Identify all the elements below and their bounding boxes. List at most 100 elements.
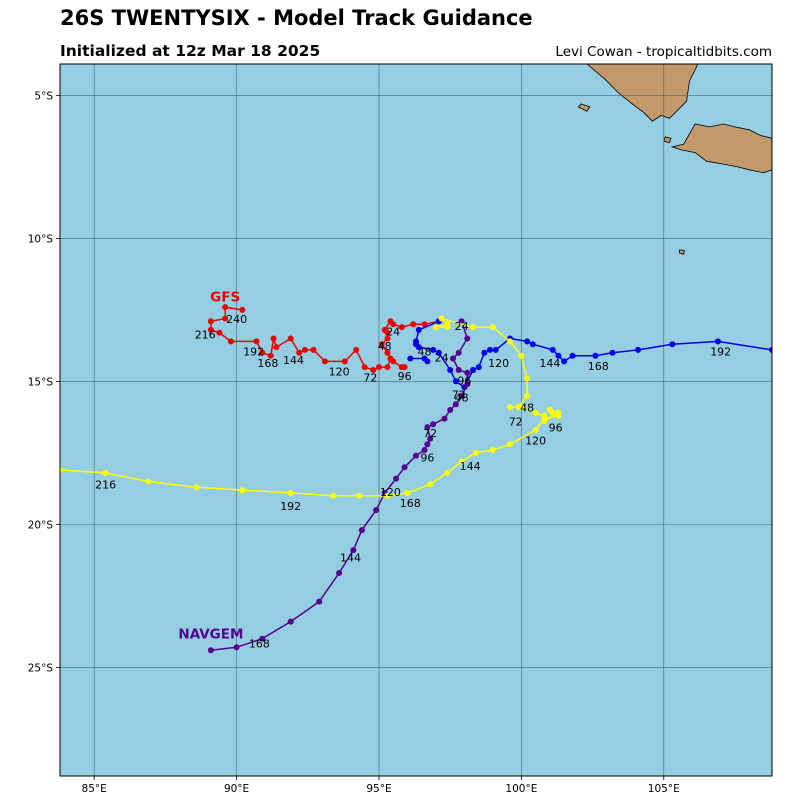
track-point [393, 475, 400, 482]
hour-label: 72 [509, 416, 523, 429]
grid-lines [60, 64, 772, 776]
track-cmc-extra [407, 355, 431, 365]
ocean [60, 64, 772, 776]
lat-tick-label: 5°S [34, 90, 53, 102]
lat-tick-label: 10°S [28, 233, 54, 245]
track-point [207, 326, 214, 333]
track-point [421, 447, 428, 453]
track-point [384, 329, 391, 336]
track-point [427, 481, 434, 488]
hour-label: 24 [435, 351, 449, 364]
hour-label: 120 [380, 486, 401, 499]
hour-label: 48 [520, 401, 534, 414]
track-point [321, 358, 328, 365]
track-point [415, 344, 422, 351]
track-point [438, 315, 445, 322]
credit-text: Levi Cowan - tropicaltidbits.com [555, 44, 772, 60]
lon-tick-label: 95°E [366, 783, 391, 795]
track-point [207, 318, 214, 325]
init-subtitle: Initialized at 12z Mar 18 2025 [60, 42, 321, 60]
track-point [376, 364, 382, 371]
land-enggano [577, 103, 591, 112]
hour-label: 144 [283, 354, 304, 367]
track-point [555, 352, 562, 359]
track-point [452, 401, 459, 408]
track-point [452, 378, 459, 385]
track-point [193, 484, 200, 491]
axis-ticks: 85°E 90°E 95°E 100°E 105°E 5°S 10°S 15°S 20°S 25°… [28, 90, 680, 795]
track-point [270, 335, 277, 342]
track-point [358, 527, 365, 534]
track-point [60, 467, 63, 473]
track-ukmet [60, 315, 562, 499]
hour-label: 96 [398, 370, 412, 383]
hour-label: 144 [340, 552, 361, 565]
hour-label: 216 [95, 479, 116, 492]
lat-tick-label: 15°S [28, 376, 54, 388]
hour-label: 72 [423, 427, 437, 440]
track-point [669, 341, 676, 348]
hour-label: 216 [195, 329, 216, 342]
lat-tick-label: 20°S [28, 519, 54, 531]
track-point [336, 570, 343, 576]
track-point [458, 392, 465, 399]
hour-label: 192 [280, 500, 301, 513]
track-point [424, 424, 431, 431]
track-point [102, 469, 109, 476]
track-point [492, 346, 499, 353]
track-point [549, 409, 556, 416]
track-point [464, 381, 471, 388]
track-line-ukmet [60, 317, 560, 497]
track-point [222, 315, 229, 322]
track-point [410, 321, 417, 328]
track-point [415, 326, 422, 333]
hour-label: 96 [549, 421, 563, 434]
track-point [424, 358, 431, 365]
track-point [472, 449, 479, 456]
model-tracks [60, 304, 772, 654]
track-point [216, 329, 223, 336]
track-point [427, 435, 434, 442]
track-point [489, 447, 496, 453]
track-point [404, 489, 411, 496]
track-gfs-extra [390, 358, 408, 371]
track-point [233, 644, 240, 651]
track-point [569, 352, 576, 359]
track-point [421, 321, 428, 328]
track-point [287, 335, 294, 342]
track-point [239, 487, 246, 494]
hour-label: 48 [418, 346, 432, 359]
hour-label: 120 [525, 434, 546, 447]
track-point [398, 324, 405, 331]
land-christmas-island [678, 249, 685, 255]
track-point [458, 458, 465, 465]
hour-label: 192 [243, 346, 264, 359]
track-point [532, 409, 539, 416]
track-point [287, 489, 294, 496]
track-point [518, 404, 525, 411]
track-point [444, 321, 451, 328]
track-point [635, 346, 642, 353]
page-title: 26S TWENTYSIX - Model Track Guidance [60, 6, 533, 30]
track-point [549, 346, 556, 353]
lat-tick-label: 25°S [28, 662, 54, 674]
hour-label: 240 [226, 313, 247, 326]
track-point [524, 338, 531, 345]
track-point [518, 352, 525, 359]
hour-label: 24 [386, 326, 400, 339]
land-java [670, 123, 772, 174]
track-point [330, 492, 337, 499]
track-point [609, 349, 616, 356]
track-navgem [207, 318, 471, 654]
track-point [222, 304, 229, 311]
track-point [384, 364, 391, 371]
track-point [353, 346, 360, 353]
track-point [145, 478, 152, 485]
track-point [532, 427, 539, 433]
lon-tick-label: 105°E [648, 783, 680, 795]
land-layer [577, 64, 772, 255]
track-point [259, 349, 266, 356]
hour-label: 48 [455, 391, 469, 404]
track-point [447, 367, 454, 373]
track-point [507, 338, 513, 345]
